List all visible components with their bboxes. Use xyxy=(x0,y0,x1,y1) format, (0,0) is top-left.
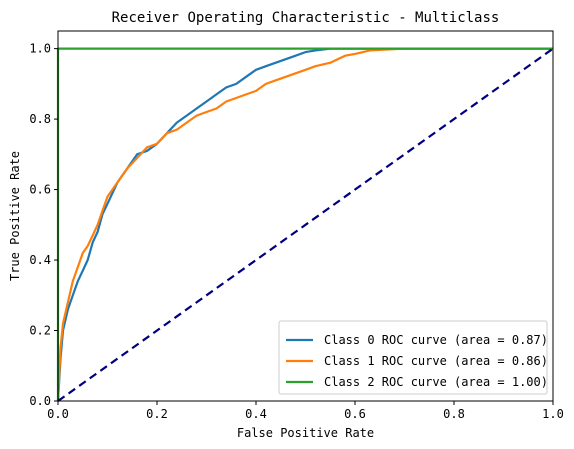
x-axis-label: False Positive Rate xyxy=(237,426,374,440)
y-tick-label: 0.8 xyxy=(29,112,51,126)
legend-label-class-0: Class 0 ROC curve (area = 0.87) xyxy=(324,333,548,347)
y-tick-label: 0.2 xyxy=(29,324,51,338)
x-tick-label: 0.0 xyxy=(47,407,69,421)
y-tick-label: 0.0 xyxy=(29,394,51,408)
y-tick-label: 0.4 xyxy=(29,253,51,267)
roc-curve-class-0 xyxy=(56,47,553,402)
legend: Class 0 ROC curve (area = 0.87) Class 1 R… xyxy=(278,320,548,395)
chart-title: Receiver Operating Characteristic - Mult… xyxy=(112,10,500,26)
y-tick-label: 1.0 xyxy=(29,42,51,56)
legend-label-class-1: Class 1 ROC curve (area = 0.86) xyxy=(324,354,548,368)
x-tick-label: 1.0 xyxy=(542,407,564,421)
x-axis: 0.0 0.2 0.4 0.6 0.8 1.0 xyxy=(47,401,564,421)
legend-box xyxy=(278,320,548,395)
chance-diagonal-line xyxy=(57,47,554,402)
y-axis: 0.0 0.2 0.4 0.6 0.8 1.0 xyxy=(29,42,58,408)
y-tick-label: 0.6 xyxy=(29,183,51,197)
x-tick-label: 0.2 xyxy=(146,407,168,421)
x-tick-label: 0.8 xyxy=(443,407,465,421)
reference-layer xyxy=(57,47,554,402)
y-axis-label: True Positive Rate xyxy=(8,151,22,281)
plot-frame xyxy=(57,30,554,402)
x-tick-label: 0.4 xyxy=(245,407,267,421)
legend-label-class-2: Class 2 ROC curve (area = 1.00) xyxy=(324,375,548,389)
roc-curve-class-1 xyxy=(56,47,553,402)
x-tick-label: 0.6 xyxy=(344,407,366,421)
